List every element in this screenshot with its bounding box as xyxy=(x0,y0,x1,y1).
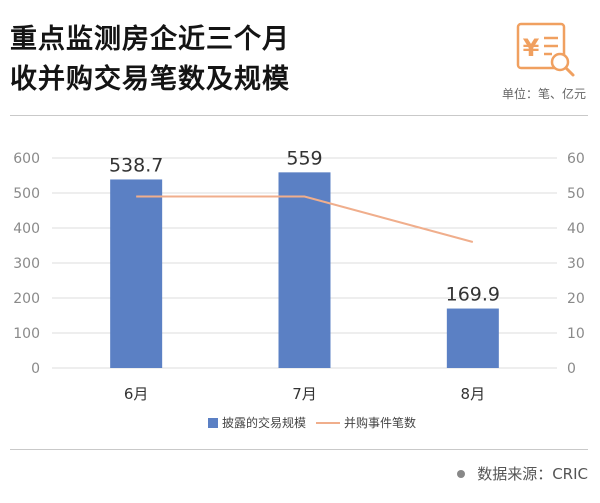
bar xyxy=(446,308,499,368)
legend-label-bar: 披露的交易规模 xyxy=(222,415,306,430)
source-note: 数据来源：CRIC xyxy=(457,463,588,484)
bar-value-label: 559 xyxy=(286,147,322,169)
y-left-tick-label: 300 xyxy=(13,256,40,272)
y-left-tick-label: 500 xyxy=(13,186,40,202)
y-right-tick-label: 20 xyxy=(567,291,585,307)
chart-title: 重点监测房企近三个月 收并购交易笔数及规模 xyxy=(10,20,290,100)
y-right-tick-label: 60 xyxy=(567,151,585,167)
source-dot-icon xyxy=(457,469,466,478)
y-left-tick-label: 200 xyxy=(13,291,40,307)
line-series xyxy=(136,195,474,243)
bar-value-label: 538.7 xyxy=(109,154,163,176)
y-right-tick-label: 0 xyxy=(567,361,576,377)
document-yen-search-icon: ¥ xyxy=(516,22,578,84)
bar xyxy=(278,172,331,368)
x-tick-label: 8月 xyxy=(461,385,486,403)
chart-title-line-2: 收并购交易笔数及规模 xyxy=(10,64,290,95)
chart-area: 0 0 100 10 200 20 300 30 400 40 500 50 600 60 538.7 559… xyxy=(13,147,585,430)
y-left-tick-label: 100 xyxy=(13,326,40,342)
x-tick-label: 6月 xyxy=(124,385,149,403)
y-left-tick-label: 400 xyxy=(13,221,40,237)
bottom-divider xyxy=(10,449,588,450)
y-left-tick-label: 600 xyxy=(13,151,40,167)
chart-title-line-1: 重点监测房企近三个月 xyxy=(10,24,290,55)
legend-swatch-bar xyxy=(208,418,218,428)
y-right-tick-label: 10 xyxy=(567,326,585,342)
y-right-tick-label: 50 xyxy=(567,186,585,202)
x-tick-label: 7月 xyxy=(292,385,317,403)
y-right-tick-label: 40 xyxy=(567,221,585,237)
legend-label-line: 并购事件笔数 xyxy=(344,415,416,430)
top-divider xyxy=(10,115,588,116)
bar-value-label: 169.9 xyxy=(446,284,500,306)
bar xyxy=(110,179,163,368)
svg-text:¥: ¥ xyxy=(523,34,540,62)
y-left-tick-label: 0 xyxy=(31,361,40,377)
y-right-tick-label: 30 xyxy=(567,256,585,272)
source-text: 数据来源：CRIC xyxy=(477,465,588,483)
unit-label: 单位：笔、亿元 xyxy=(501,87,586,101)
